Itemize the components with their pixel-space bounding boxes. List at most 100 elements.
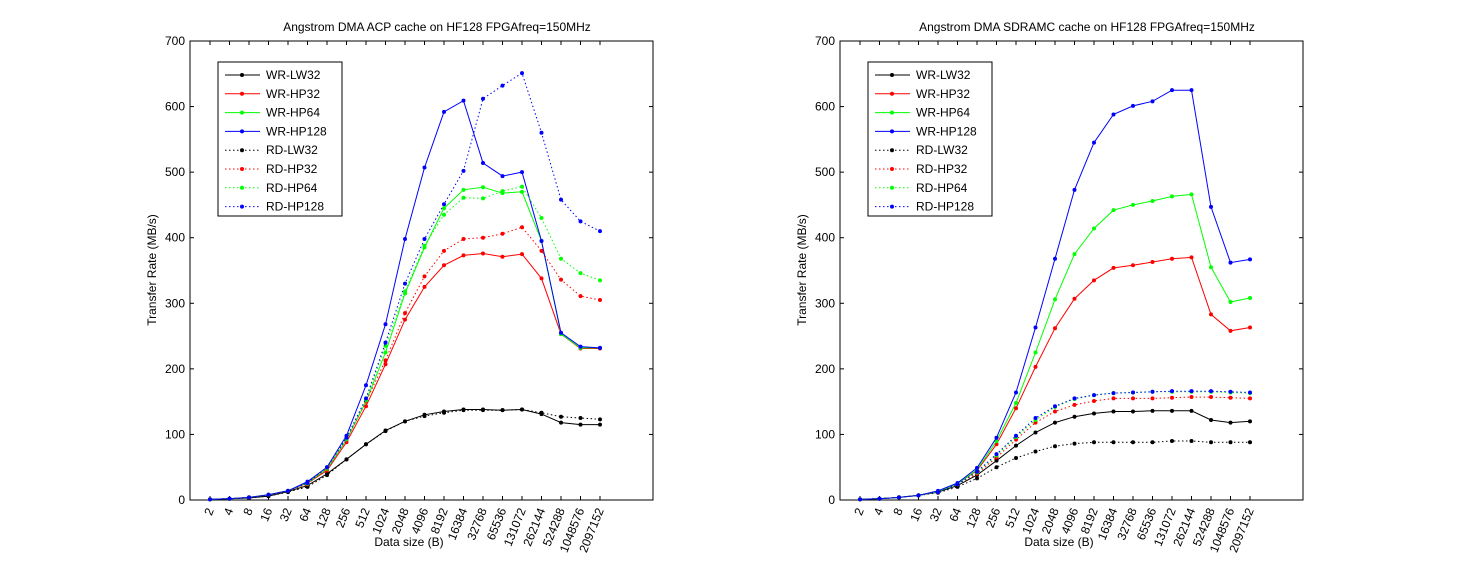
legend-marker — [890, 204, 894, 209]
data-point — [539, 410, 544, 415]
data-point — [520, 252, 524, 257]
data-point — [1053, 420, 1057, 425]
data-point — [383, 340, 388, 345]
data-point — [1228, 260, 1233, 265]
series-line — [209, 186, 600, 500]
data-point — [500, 189, 505, 194]
legend-marker — [890, 110, 894, 115]
chart-sdramc-cache: Angstrom DMA SDRAMC cache on HF128 FPGAf… — [795, 20, 1304, 554]
data-point — [578, 344, 583, 349]
x-tick-label: 16 — [257, 506, 275, 524]
data-point — [364, 383, 368, 388]
data-point — [1072, 414, 1077, 419]
plot-area — [839, 40, 1304, 501]
data-point — [559, 414, 563, 419]
legend-label: WR-HP64 — [916, 106, 970, 120]
data-point — [877, 496, 882, 501]
data-point — [403, 281, 407, 286]
data-point — [1248, 296, 1252, 301]
data-point — [1092, 398, 1096, 403]
data-point — [1150, 440, 1155, 445]
chart-title: Angstrom DMA SDRAMC cache on HF128 FPGAf… — [919, 20, 1255, 34]
data-point — [1014, 406, 1018, 411]
legend-marker — [240, 129, 244, 134]
data-point — [1092, 278, 1096, 283]
data-point — [1228, 389, 1233, 394]
data-point — [1170, 88, 1174, 93]
data-point — [227, 496, 232, 501]
y-tick-label: 500 — [815, 165, 835, 179]
data-point — [1033, 350, 1038, 355]
legend-label: RD-HP128 — [916, 200, 974, 214]
data-point — [559, 197, 563, 202]
data-point — [1053, 297, 1057, 302]
data-point — [520, 184, 524, 189]
legend-marker — [890, 167, 894, 171]
data-point — [1228, 440, 1233, 445]
data-point — [1072, 187, 1077, 192]
data-point — [481, 96, 485, 101]
data-point — [1209, 265, 1213, 270]
data-point — [442, 206, 446, 211]
legend-marker — [240, 110, 244, 115]
data-point — [1209, 312, 1213, 317]
chart-acp-cache: Angstrom DMA ACP cache on HF128 FPGAfreq… — [145, 20, 654, 554]
legend-label: RD-LW32 — [266, 143, 318, 157]
data-point — [403, 317, 407, 322]
data-point — [500, 231, 505, 236]
data-point — [403, 419, 407, 424]
x-tick-label: 8 — [240, 506, 256, 518]
x-tick-label: 16 — [907, 506, 925, 524]
data-point — [1072, 296, 1077, 301]
data-point — [1170, 389, 1174, 394]
data-point — [1014, 400, 1018, 405]
data-point — [481, 196, 485, 201]
data-point — [1131, 390, 1135, 395]
data-point — [1092, 411, 1096, 416]
y-tick-label: 300 — [815, 296, 835, 310]
data-point — [559, 256, 563, 261]
data-point — [344, 457, 349, 462]
data-point — [1092, 140, 1096, 145]
data-point — [994, 435, 999, 440]
data-point — [955, 482, 960, 487]
data-point — [383, 429, 388, 434]
data-point — [520, 189, 524, 194]
data-point — [500, 408, 505, 413]
data-point — [1228, 328, 1233, 333]
data-point — [1170, 194, 1174, 199]
data-point — [403, 289, 407, 294]
data-point — [1033, 416, 1038, 421]
y-tick-label: 600 — [815, 100, 835, 114]
data-point — [461, 237, 466, 242]
data-point — [1072, 441, 1077, 446]
data-point — [500, 174, 505, 179]
data-point — [578, 416, 583, 421]
data-point — [1053, 404, 1057, 409]
legend-label: WR-LW32 — [266, 68, 321, 82]
data-point — [858, 497, 862, 502]
data-point — [1033, 325, 1038, 330]
legend-label: WR-HP32 — [916, 87, 970, 101]
data-point — [1111, 396, 1116, 401]
data-point — [994, 465, 999, 470]
data-point — [1111, 409, 1116, 414]
data-point — [1014, 433, 1018, 438]
data-point — [1150, 259, 1155, 264]
x-tick-label: 128 — [963, 506, 984, 530]
data-point — [1189, 438, 1194, 443]
data-point — [1209, 440, 1213, 445]
data-point — [422, 274, 427, 279]
data-point — [383, 350, 388, 355]
data-point — [1150, 396, 1155, 401]
y-tick-label: 700 — [165, 34, 185, 48]
data-point — [559, 277, 563, 282]
data-point — [539, 248, 544, 253]
data-point — [422, 414, 427, 419]
data-point — [539, 130, 544, 135]
y-tick-label: 300 — [165, 296, 185, 310]
data-point — [1131, 103, 1135, 108]
data-point — [1033, 430, 1038, 435]
data-point — [598, 278, 602, 283]
